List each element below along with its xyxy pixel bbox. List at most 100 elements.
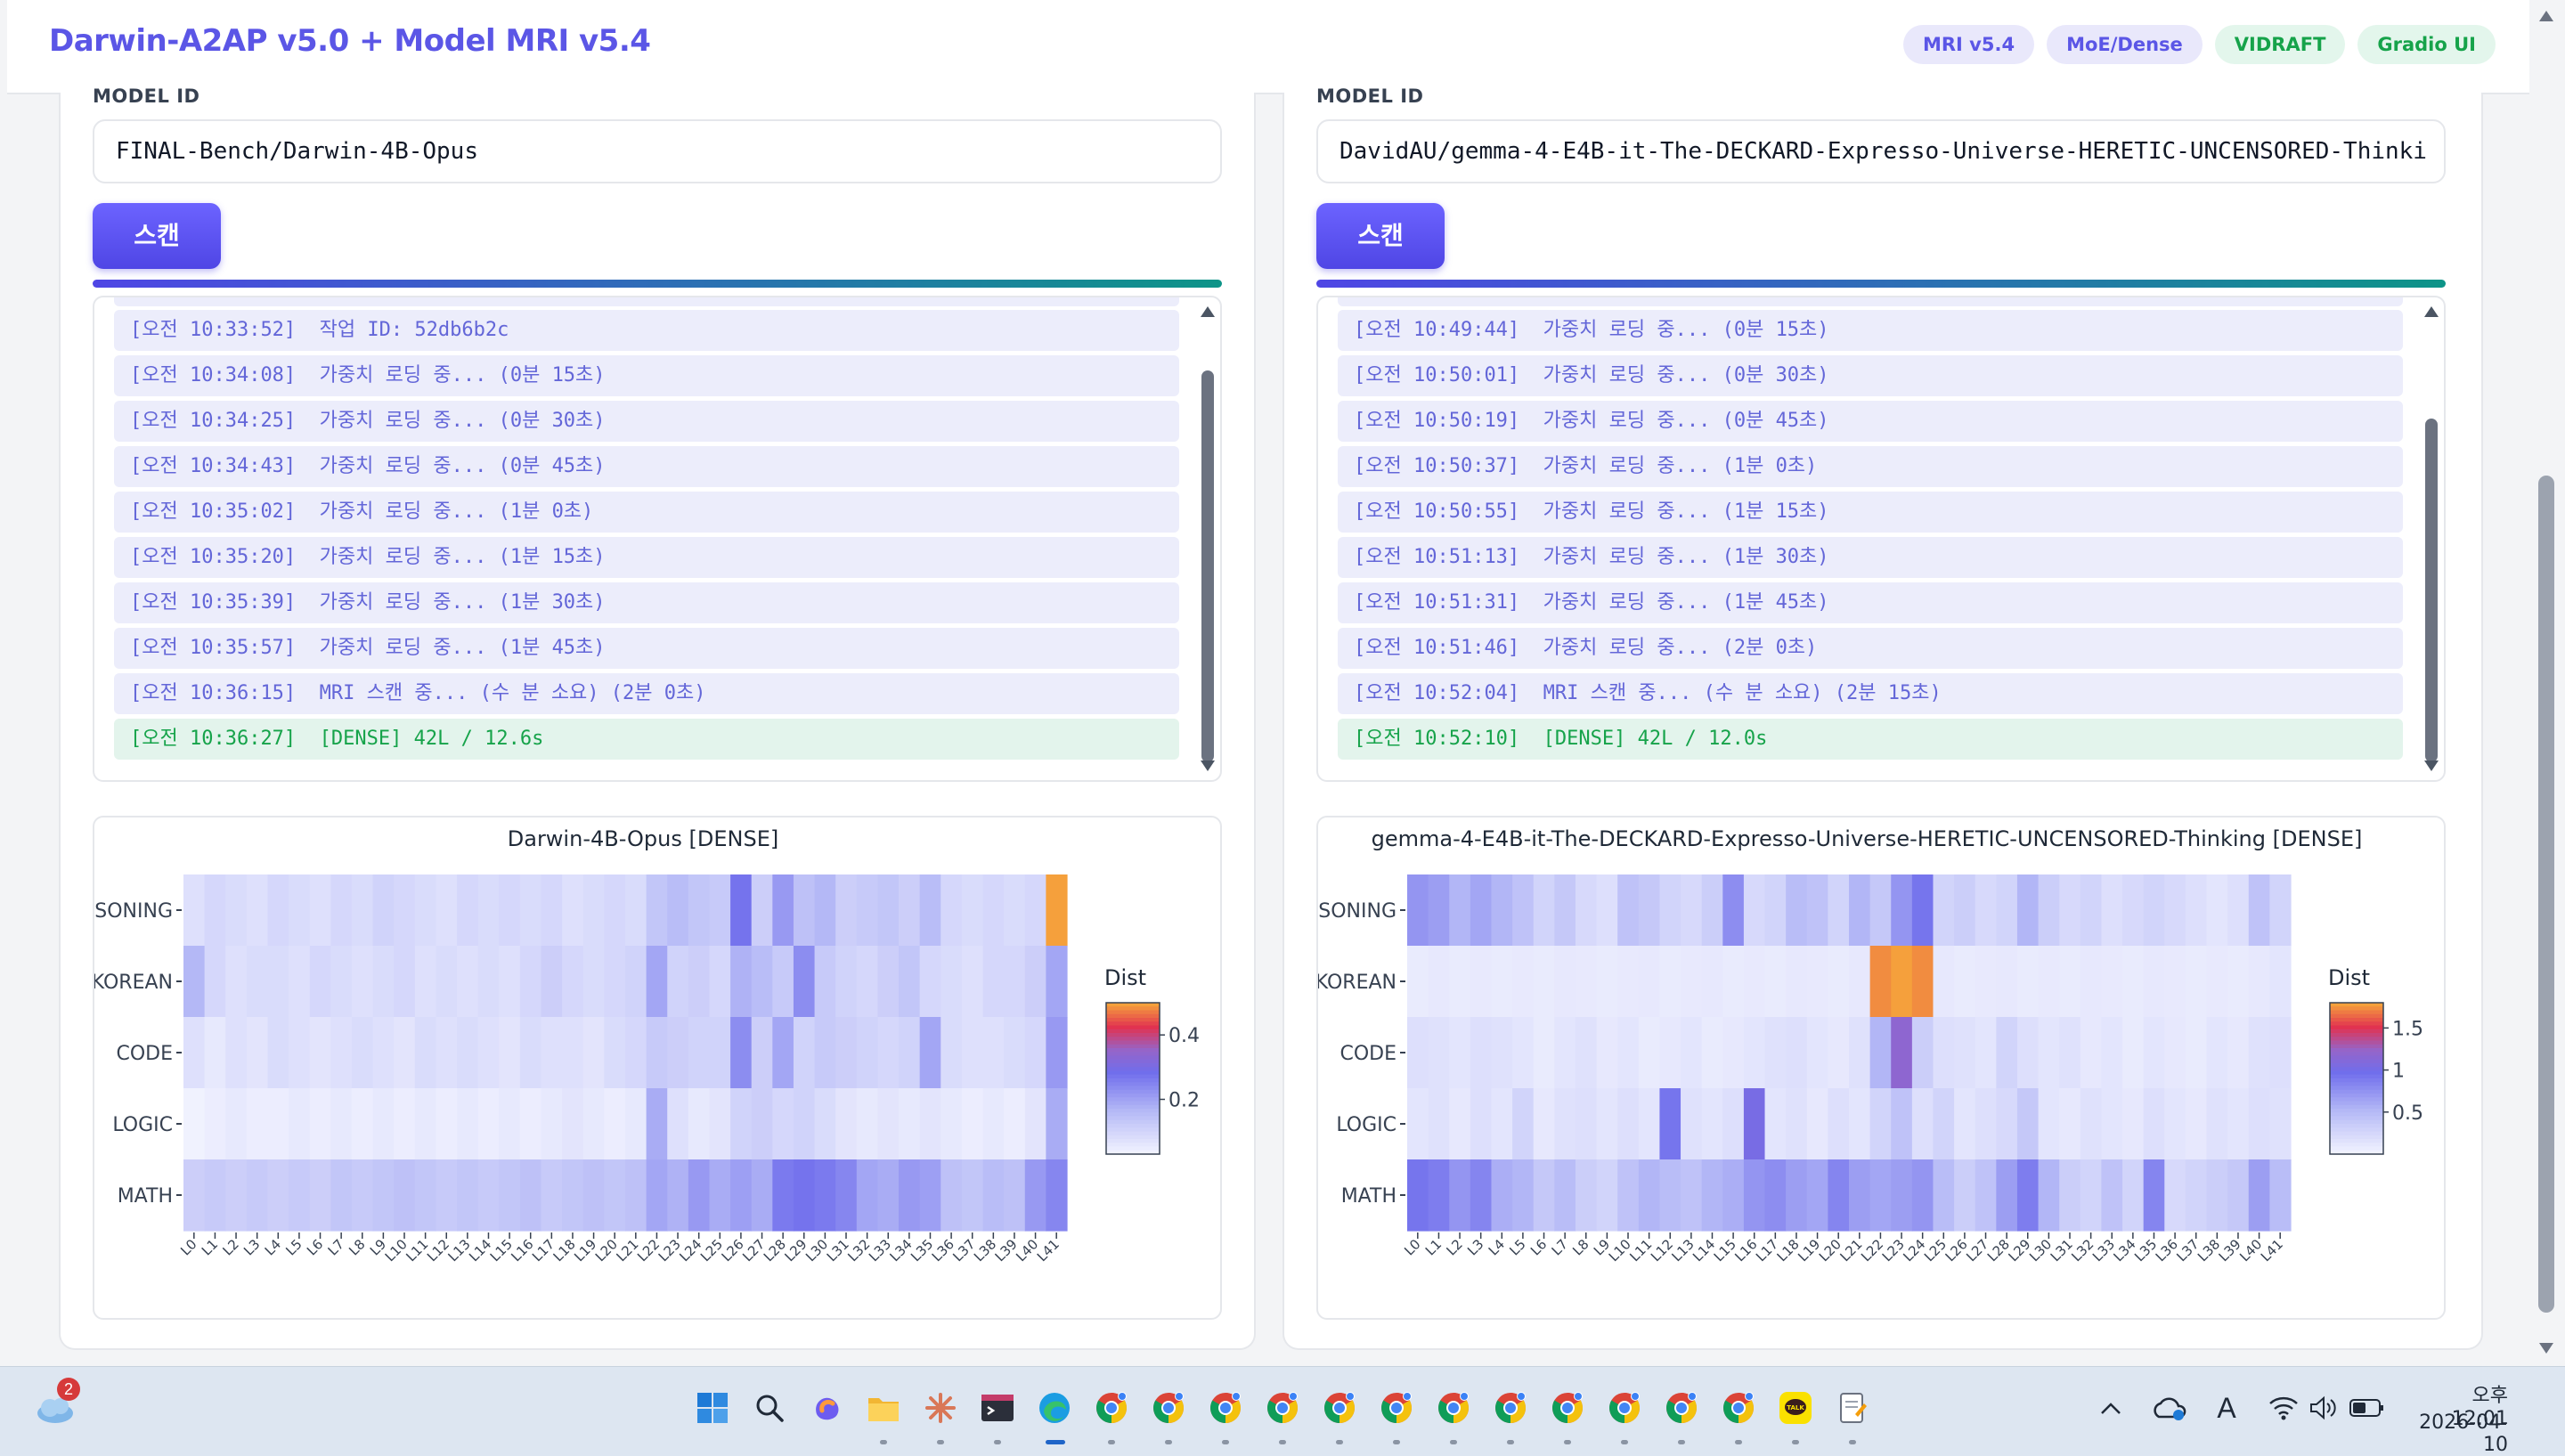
heatmap-chart: gemma-4-E4B-it-The-DECKARD-Expresso-Univ…	[1316, 816, 2446, 1320]
heatmap-cell	[877, 1017, 900, 1089]
heatmap-cell	[604, 1159, 626, 1232]
colorbar-segment	[1106, 1074, 1160, 1079]
log-message: 가중치 로딩 중... (0분 15초)	[1519, 319, 1829, 341]
chrome-browser-icon[interactable]	[1375, 1387, 1418, 1429]
heatmap-cell	[309, 1159, 331, 1232]
heatmap-cell	[1701, 874, 1723, 947]
chrome-browser-icon[interactable]	[1318, 1387, 1361, 1429]
heatmap-cell	[1806, 1088, 1828, 1160]
volume-icon[interactable]	[2301, 1387, 2344, 1429]
heatmap-cell	[730, 1017, 753, 1089]
heatmap-cell	[477, 946, 500, 1018]
scan-button[interactable]: 스캔	[93, 203, 221, 269]
chrome-browser-icon[interactable]	[1261, 1387, 1304, 1429]
file-explorer-icon[interactable]	[862, 1387, 905, 1429]
colorbar-segment	[2330, 1104, 2383, 1110]
log-scrollbar[interactable]	[2421, 301, 2440, 777]
log-output[interactable]: [오전 10:33:52] 작업 ID: 52db6b2c [오전 10:34:0…	[93, 296, 1222, 782]
colorbar-segment	[2330, 1033, 2383, 1037]
heatmap-cell	[2227, 874, 2250, 947]
x-tick-label: L2	[219, 1236, 241, 1258]
page-scroll-up-icon[interactable]	[2539, 11, 2553, 21]
heatmap-cell	[2016, 874, 2040, 947]
heatmap-cell	[1954, 1017, 1976, 1089]
log-output[interactable]: [오전 10:49:44] 가중치 로딩 중... (0분 15초) [오전 10…	[1316, 296, 2446, 782]
heatmap-cell	[2164, 1088, 2186, 1160]
clock-date[interactable]: 2026-04-10	[2419, 1411, 2508, 1456]
claude-app-icon[interactable]	[919, 1387, 962, 1429]
heatmap-cell	[582, 1017, 605, 1089]
copilot-icon[interactable]	[805, 1387, 848, 1429]
heatmap-cell	[793, 1159, 816, 1232]
heatmap-cell	[1743, 1088, 1766, 1160]
scroll-up-arrow-icon[interactable]	[1201, 306, 1215, 317]
heatmap-cell	[1996, 1159, 2018, 1232]
chrome-browser-icon[interactable]	[1603, 1387, 1646, 1429]
heatmap-cell	[1638, 1017, 1661, 1089]
scan-button[interactable]: 스캔	[1316, 203, 1445, 269]
y-tick-label: KOREAN	[94, 972, 173, 994]
model-id-input[interactable]: FINAL-Bench/Darwin-4B-Opus	[93, 119, 1222, 183]
ime-indicator[interactable]: A	[2217, 1391, 2236, 1424]
heatmap-cell	[1869, 946, 1892, 1018]
page-scrollbar[interactable]	[2529, 0, 2565, 1366]
start-menu-icon[interactable]	[691, 1387, 734, 1429]
battery-icon[interactable]	[2346, 1387, 2389, 1429]
heatmap-cell	[835, 1088, 858, 1160]
chrome-browser-icon[interactable]	[1090, 1387, 1133, 1429]
onedrive-cloud-icon[interactable]	[2148, 1387, 2191, 1429]
heatmap-chart: Darwin-4B-Opus [DENSE] SONING KOREAN CODE LO…	[93, 816, 1222, 1320]
chrome-browser-icon[interactable]	[1546, 1387, 1589, 1429]
colorbar-segment	[1106, 1146, 1160, 1151]
log-message: 가중치 로딩 중... (1분 45초)	[296, 637, 606, 659]
scrollbar-thumb[interactable]	[2425, 419, 2438, 762]
terminal-app-icon[interactable]	[976, 1387, 1019, 1429]
heatmap-cell	[1722, 1017, 1745, 1089]
heatmap-cell	[2059, 874, 2081, 947]
chrome-browser-icon[interactable]	[1660, 1387, 1703, 1429]
scroll-up-arrow-icon[interactable]	[2424, 306, 2439, 317]
weather-widget-icon[interactable]: 2	[34, 1378, 80, 1429]
chrome-browser-icon[interactable]	[1717, 1387, 1760, 1429]
clock-time[interactable]: 오후 12:01	[2451, 1385, 2508, 1430]
show-hidden-icons-chevron-icon[interactable]	[2089, 1387, 2132, 1429]
heatmap-cell	[1933, 1159, 1955, 1232]
heatmap-cell	[899, 946, 921, 1018]
log-message: 가중치 로딩 중... (0분 30초)	[1519, 364, 1829, 386]
chrome-browser-icon[interactable]	[1432, 1387, 1475, 1429]
kakaotalk-icon[interactable]: TALK	[1774, 1387, 1817, 1429]
chrome-browser-icon[interactable]	[1147, 1387, 1190, 1429]
heatmap-cell	[204, 1159, 226, 1232]
running-indicator	[937, 1440, 944, 1444]
heatmap-cell	[2164, 874, 2186, 947]
heatmap-cell	[877, 874, 900, 947]
heatmap-cell	[877, 1088, 900, 1160]
heatmap-cell	[1617, 946, 1640, 1018]
scrollbar-thumb[interactable]	[1201, 370, 1214, 762]
log-entry: [오전 10:51:13] 가중치 로딩 중... (1분 30초)	[1338, 537, 2403, 578]
heatmap-cell	[709, 946, 731, 1018]
heatmap-cell	[730, 1088, 753, 1160]
log-scrollbar[interactable]	[1197, 301, 1217, 777]
chrome-browser-icon[interactable]	[1489, 1387, 1532, 1429]
search-icon[interactable]	[748, 1387, 791, 1429]
scroll-down-arrow-icon[interactable]	[2424, 761, 2439, 771]
scroll-down-arrow-icon[interactable]	[1201, 761, 1215, 771]
notepad-icon[interactable]	[1831, 1387, 1874, 1429]
heatmap-cell	[1806, 1159, 1828, 1232]
heatmap-cell	[1617, 874, 1640, 947]
model-id-input[interactable]: DavidAU/gemma-4-E4B-it-The-DECKARD-Expre…	[1316, 119, 2446, 183]
running-indicator	[1279, 1440, 1286, 1444]
wifi-icon[interactable]	[2262, 1387, 2305, 1429]
edge-browser-icon[interactable]	[1033, 1387, 1076, 1429]
colorbar-segment	[2330, 1037, 2383, 1042]
heatmap-cell	[1786, 1159, 1808, 1232]
page-scrollbar-thumb[interactable]	[2538, 476, 2554, 1313]
heatmap-cell	[394, 946, 416, 1018]
heatmap-cell	[982, 946, 1005, 1018]
chrome-browser-icon[interactable]	[1204, 1387, 1247, 1429]
heatmap-cell	[289, 1159, 311, 1232]
page-scroll-down-icon[interactable]	[2539, 1343, 2553, 1354]
colorbar-segment	[2330, 1003, 2383, 1007]
heatmap-cell	[225, 946, 248, 1018]
